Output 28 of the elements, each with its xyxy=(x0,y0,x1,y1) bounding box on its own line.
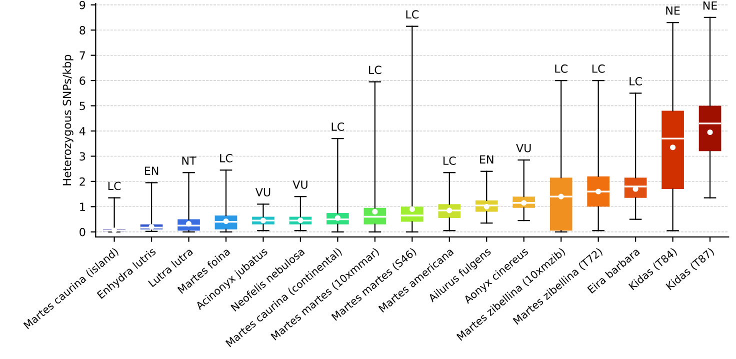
annotation: VU xyxy=(255,188,270,196)
annotation: NE xyxy=(666,6,680,15)
y-tick-label: 0 xyxy=(80,228,86,236)
annotation: VU xyxy=(516,144,531,152)
annotation: EN xyxy=(480,155,494,164)
y-tick-label: 2 xyxy=(80,177,85,186)
annotation: LC xyxy=(630,77,642,86)
annotation: NT xyxy=(182,156,196,165)
y-tick-label: 7 xyxy=(80,51,86,60)
annotation: LC xyxy=(108,182,121,190)
annotation: LC xyxy=(592,64,605,73)
y-tick-label: 8 xyxy=(80,26,86,34)
annotation: NE xyxy=(703,2,717,10)
y-tick-label: 4 xyxy=(79,127,86,136)
annotation: LC xyxy=(369,66,382,74)
y-tick-label: 3 xyxy=(80,152,86,161)
y-axis-title: Heterozygous SNPs/kbp xyxy=(62,54,74,186)
annotation: EN xyxy=(144,166,158,175)
annotation: LC xyxy=(406,10,419,19)
annotation: LC xyxy=(332,122,344,131)
y-tick-label: 6 xyxy=(80,76,86,85)
annotation: LC xyxy=(444,156,456,165)
y-tick-label: 1 xyxy=(80,202,85,211)
annotation: VU xyxy=(292,180,308,189)
y-tick-label: 5 xyxy=(80,102,85,110)
y-tick-label: 9 xyxy=(80,0,86,10)
annotation: LC xyxy=(220,154,232,162)
annotation: LC xyxy=(555,64,568,73)
